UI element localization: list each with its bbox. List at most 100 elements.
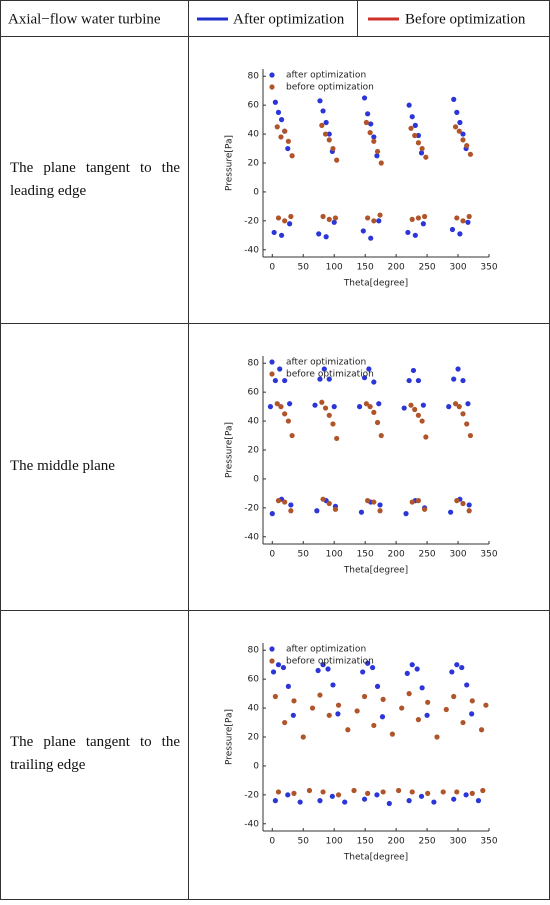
data-point <box>415 132 422 139</box>
data-point <box>410 367 417 374</box>
data-point <box>331 404 337 410</box>
x-tick-label: 150 <box>357 837 374 847</box>
data-point <box>451 376 457 382</box>
x-tick-label: 100 <box>326 550 343 560</box>
x-tick-label: 350 <box>480 550 497 560</box>
row-label: The plane tangent to the trailing edge <box>10 734 180 773</box>
data-point <box>320 662 326 668</box>
data-point <box>275 662 282 668</box>
data-point <box>288 508 294 514</box>
data-point <box>287 401 293 407</box>
x-tick-label: 0 <box>269 837 275 847</box>
data-point <box>368 121 374 127</box>
data-point <box>326 137 332 143</box>
data-point <box>460 131 466 137</box>
data-point <box>378 432 384 439</box>
data-point <box>415 717 422 723</box>
legend-label: before optimization <box>286 657 374 667</box>
data-point <box>399 705 405 711</box>
data-point <box>329 793 335 799</box>
x-tick-label: 300 <box>449 263 466 273</box>
y-tick-label: 40 <box>248 704 260 714</box>
data-point <box>330 145 336 152</box>
data-point <box>314 508 320 514</box>
y-tick-label: 20 <box>248 446 260 456</box>
x-tick-label: 300 <box>449 550 466 560</box>
data-point <box>278 117 285 123</box>
x-axis-label: Theta[degree] <box>343 566 408 576</box>
data-point <box>412 122 418 128</box>
data-point <box>270 669 277 675</box>
data-point <box>371 379 377 385</box>
data-point <box>449 669 455 675</box>
data-point <box>443 706 449 713</box>
data-point <box>322 405 329 411</box>
data-point <box>335 792 342 798</box>
data-point <box>330 682 336 688</box>
data-point <box>403 511 409 517</box>
data-point <box>425 790 431 797</box>
data-point <box>431 799 437 805</box>
data-point <box>460 500 466 507</box>
data-point <box>274 401 280 407</box>
data-point <box>320 108 326 114</box>
data-point <box>456 128 462 134</box>
data-point <box>420 221 426 227</box>
data-point <box>272 693 278 700</box>
data-point <box>454 498 460 504</box>
data-point <box>408 402 414 408</box>
data-point <box>278 232 285 238</box>
data-point <box>354 708 360 714</box>
data-point <box>483 702 489 708</box>
legend-label: after optimization <box>286 358 366 368</box>
data-point <box>425 699 431 705</box>
data-point <box>409 789 415 795</box>
y-tick-label: 0 <box>253 187 259 197</box>
data-point <box>419 418 425 424</box>
data-point <box>291 698 297 704</box>
data-point <box>415 377 422 384</box>
y-tick-label: 20 <box>248 159 260 169</box>
data-point <box>389 731 396 737</box>
data-point <box>376 401 382 407</box>
data-point <box>309 705 316 711</box>
data-point <box>469 698 475 704</box>
legend-marker <box>269 646 275 652</box>
data-point <box>396 787 402 794</box>
data-point <box>272 377 278 384</box>
data-point <box>464 682 470 688</box>
y-tick-label: -20 <box>244 503 259 513</box>
data-point <box>456 404 462 410</box>
data-point <box>285 145 291 152</box>
data-point <box>272 798 278 804</box>
data-point <box>326 712 332 718</box>
data-point <box>289 153 295 159</box>
y-tick-label: 0 <box>253 474 259 484</box>
data-point <box>422 213 428 220</box>
x-axis-label: Theta[degree] <box>343 279 408 289</box>
data-point <box>367 130 373 136</box>
header-title: Axial−flow water turbine <box>8 11 161 27</box>
row-label: The middle plane <box>10 458 115 474</box>
data-point <box>446 404 452 410</box>
data-point <box>454 109 460 115</box>
y-tick-label: 40 <box>248 130 260 140</box>
data-point <box>277 366 283 372</box>
data-point <box>423 434 429 440</box>
data-point <box>466 213 472 220</box>
data-point <box>288 213 294 220</box>
data-point <box>377 212 383 218</box>
data-point <box>454 789 460 795</box>
data-point <box>380 789 386 795</box>
data-point <box>409 662 415 668</box>
data-point <box>331 219 337 225</box>
y-tick-label: 60 <box>248 101 260 111</box>
data-point <box>371 499 377 505</box>
legend-marker <box>269 72 275 78</box>
y-tick-label: 80 <box>248 646 260 656</box>
data-point <box>460 411 466 417</box>
data-point <box>315 667 321 674</box>
data-point <box>374 419 381 426</box>
data-point <box>275 109 282 115</box>
